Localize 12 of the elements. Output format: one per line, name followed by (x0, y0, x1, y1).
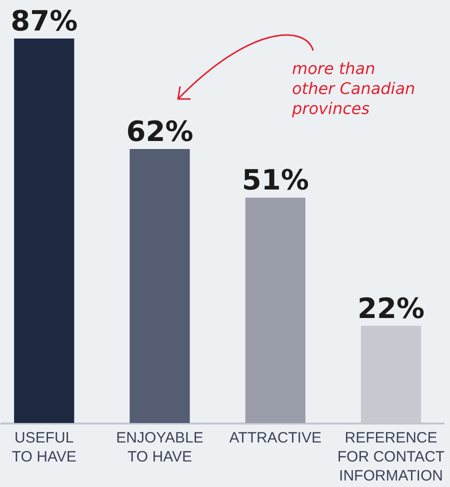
x-tick-label: ENJOYABLE TO HAVE (116, 430, 204, 466)
x-tick-label: ATTRACTIVE (229, 430, 322, 446)
annotation: more than other Canadian provinces (291, 59, 416, 118)
bar (245, 198, 306, 423)
x-tick-label: REFERENCE FOR CONTACT INFORMATION (337, 430, 445, 484)
x-tick-label: USEFUL TO HAVE (12, 430, 76, 466)
data-label: 22% (357, 292, 425, 325)
bar (130, 148, 190, 423)
data-label: 62% (126, 114, 194, 148)
data-label: 87% (10, 4, 78, 38)
data-label: 51% (242, 164, 309, 197)
bar (14, 38, 74, 423)
